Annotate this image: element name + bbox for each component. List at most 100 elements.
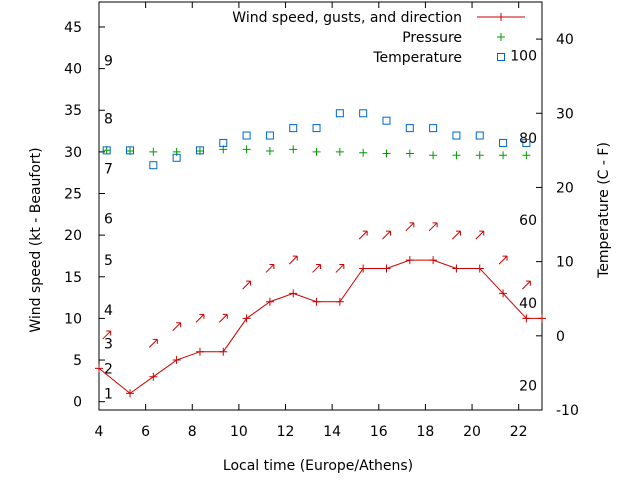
series-layer [95,109,546,398]
wind-point [312,297,321,306]
wind-arrow [452,230,461,240]
temperature-point [172,153,181,162]
wind-arrow [428,222,438,232]
x-tick-label: 8 [188,424,197,440]
temperature-point [312,124,321,133]
fahrenheit-label: 100 [510,48,537,64]
y2-tick-label: 30 [556,106,574,122]
wind-point [265,297,274,306]
beaufort-label: 4 [104,303,113,319]
pressure-point [149,147,158,156]
wind-arrow [312,263,322,273]
axes: 4 6 8 10 12 14 16 18 20 22051015202530354045-1001… [64,1,579,440]
wind-point [452,264,461,273]
beaufort-label: 6 [104,211,113,227]
pressure-point [405,149,414,158]
temperature-point [335,109,344,118]
pressure-point [312,147,321,156]
wind-point [522,314,531,323]
beaufort-label: 1 [104,386,113,402]
beaufort-label: 9 [104,53,113,69]
fahrenheit-label: 60 [519,213,537,229]
wind-arrow [195,313,205,323]
series-wind-speed-gusts-and-direction [95,256,546,398]
wind-point [172,356,181,365]
wind-arrow [265,263,275,273]
temperature-point [265,131,274,140]
pressure-point [265,147,274,156]
beaufort-label: 8 [104,112,113,128]
pressure-point [289,145,298,154]
y2-axis-label: Temperature (C - F) [596,142,612,279]
pressure-point [429,151,438,160]
wind-point [219,347,228,356]
wind-point [405,256,414,265]
pressure-point [242,145,251,154]
wind-point [95,364,103,373]
wind-arrow [335,263,345,273]
wind-point [359,264,368,273]
legend-swatch-marker [497,53,505,61]
x-axis-label: Local time (Europe/Athens) [223,458,413,474]
x-tick-label: 22 [510,424,528,440]
wind-arrow [288,255,298,265]
wind-arrow [172,322,182,332]
x-tick-label: 12 [277,424,295,440]
x-tick-label: 6 [141,424,150,440]
y-tick-label: 25 [64,187,82,203]
temperature-point [429,124,438,133]
pressure-point [452,151,461,160]
wind-arrow [382,230,391,240]
wind-arrow [475,230,485,240]
wind-arrow [522,280,531,290]
legend-swatch-marker [497,13,505,21]
y-tick-label: 30 [64,145,82,161]
y-tick-label: 35 [64,103,82,119]
temperature-point [522,138,531,147]
temperature-point [126,146,135,155]
y2-tick-label: 10 [556,255,574,271]
wind-arrow [218,313,228,323]
y-axis-label: Wind speed (kt - Beaufort) [28,147,44,332]
wind-point [538,314,546,323]
x-tick-label: 14 [323,424,341,440]
pressure-point [335,147,344,156]
y-tick-label: 15 [64,270,82,286]
wind-point [126,389,135,398]
series-pressure [102,145,531,160]
x-tick-label: 20 [463,424,481,440]
temperature-point [195,146,204,155]
fahrenheit-label: 20 [519,379,537,395]
temperature-point [102,146,111,155]
temperature-point [382,116,391,125]
legend-label: Pressure [402,30,462,46]
wind-point [475,264,484,273]
wind-point [242,314,251,323]
wind-arrow [102,330,112,340]
y-tick-label: 5 [73,353,82,369]
fahrenheit-label: 80 [519,131,537,147]
wind-arrow [358,230,368,240]
pressure-point [102,146,111,155]
plot-frame [98,1,543,411]
y-tick-label: 45 [64,20,82,36]
pressure-point [522,151,531,160]
temperature-point [475,131,484,140]
y-tick-label: 10 [64,311,82,327]
beaufort-label: 7 [104,162,113,178]
beaufort-label: 2 [104,361,113,377]
temperature-point [359,109,368,118]
y2-tick-label: 0 [556,329,565,345]
wind-arrow [242,280,252,290]
wind-point [195,347,204,356]
temperature-point [289,124,298,133]
y-tick-label: 0 [73,395,82,411]
wind-point [499,289,508,298]
temperature-point [219,138,228,147]
wind-point [289,289,298,298]
y2-tick-label: -10 [556,403,579,419]
beaufort-label: 5 [104,253,113,269]
pressure-point [359,148,368,157]
